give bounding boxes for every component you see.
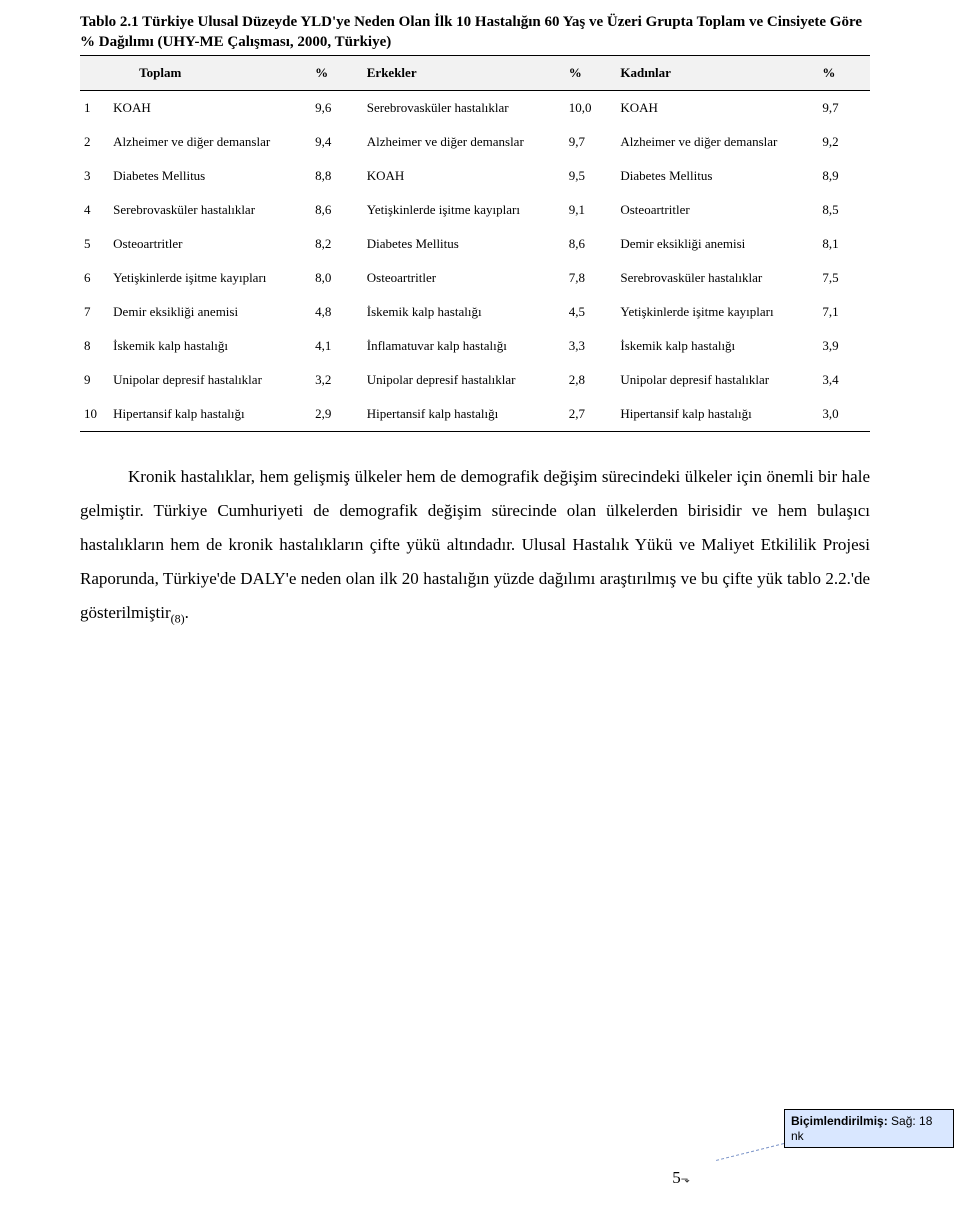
table-cell: 8,1	[818, 227, 870, 261]
table-row: 3Diabetes Mellitus8,8KOAH9,5Diabetes Mel…	[80, 159, 870, 193]
table-row: 1KOAH9,6Serebrovasküler hastalıklar10,0K…	[80, 90, 870, 125]
table-cell: KOAH	[109, 90, 311, 125]
table-cell: 8,2	[311, 227, 363, 261]
col-pct-2: %	[565, 55, 617, 90]
table-cell: İskemik kalp hastalığı	[616, 329, 818, 363]
table-cell: 4,5	[565, 295, 617, 329]
table-cell: 7	[80, 295, 109, 329]
table-cell: 6	[80, 261, 109, 295]
table-row: 10Hipertansif kalp hastalığı2,9Hipertans…	[80, 397, 870, 432]
table-cell: 10,0	[565, 90, 617, 125]
table-cell: 2,7	[565, 397, 617, 432]
table-cell: Yetişkinlerde işitme kayıpları	[363, 193, 565, 227]
table-cell: Hipertansif kalp hastalığı	[109, 397, 311, 432]
table-cell: Diabetes Mellitus	[616, 159, 818, 193]
table-cell: 7,5	[818, 261, 870, 295]
table-row: 9Unipolar depresif hastalıklar3,2Unipola…	[80, 363, 870, 397]
table-cell: Yetişkinlerde işitme kayıpları	[616, 295, 818, 329]
table-row: 7Demir eksikliği anemisi4,8İskemik kalp …	[80, 295, 870, 329]
table-cell: 8,5	[818, 193, 870, 227]
table-cell: 3,4	[818, 363, 870, 397]
table-cell: 4	[80, 193, 109, 227]
page-number: 5⬎	[672, 1168, 690, 1188]
table-row: 2Alzheimer ve diğer demanslar9,4Alzheime…	[80, 125, 870, 159]
table-cell: 5	[80, 227, 109, 261]
table-cell: 8,9	[818, 159, 870, 193]
table-cell: 3,9	[818, 329, 870, 363]
table-row: 5Osteoartritler8,2Diabetes Mellitus8,6De…	[80, 227, 870, 261]
table-cell: Demir eksikliği anemisi	[616, 227, 818, 261]
body-paragraph: Kronik hastalıklar, hem gelişmiş ülkeler…	[80, 460, 870, 630]
paragraph-text: Kronik hastalıklar, hem gelişmiş ülkeler…	[80, 467, 870, 622]
table-cell: Alzheimer ve diğer demanslar	[109, 125, 311, 159]
table-cell: İskemik kalp hastalığı	[363, 295, 565, 329]
table-cell: 2,9	[311, 397, 363, 432]
table-cell: KOAH	[363, 159, 565, 193]
table-cell: 9,7	[565, 125, 617, 159]
table-cell: 9,1	[565, 193, 617, 227]
reference-subscript: (8)	[171, 611, 185, 625]
table-cell: Unipolar depresif hastalıklar	[363, 363, 565, 397]
page-caret-icon: ⬎	[681, 1174, 690, 1186]
table-cell: 2,8	[565, 363, 617, 397]
table-cell: Unipolar depresif hastalıklar	[616, 363, 818, 397]
table-cell: Hipertansif kalp hastalığı	[363, 397, 565, 432]
table-cell: 8,8	[311, 159, 363, 193]
table-cell: Alzheimer ve diğer demanslar	[616, 125, 818, 159]
data-table: Toplam % Erkekler % Kadınlar % 1KOAH9,6S…	[80, 55, 870, 432]
table-cell: Diabetes Mellitus	[109, 159, 311, 193]
table-cell: 9,6	[311, 90, 363, 125]
table-cell: 8,6	[565, 227, 617, 261]
table-cell: Osteoartritler	[616, 193, 818, 227]
table-cell: Osteoartritler	[109, 227, 311, 261]
table-cell: Alzheimer ve diğer demanslar	[363, 125, 565, 159]
table-cell: 8	[80, 329, 109, 363]
table-cell: İskemik kalp hastalığı	[109, 329, 311, 363]
table-cell: 9,5	[565, 159, 617, 193]
table-cell: 3,3	[565, 329, 617, 363]
col-pct-1: %	[311, 55, 363, 90]
table-header-row: Toplam % Erkekler % Kadınlar %	[80, 55, 870, 90]
table-cell: 4,8	[311, 295, 363, 329]
table-cell: 9,2	[818, 125, 870, 159]
table-cell: Serebrovasküler hastalıklar	[363, 90, 565, 125]
table-cell: İnflamatuvar kalp hastalığı	[363, 329, 565, 363]
table-cell: Yetişkinlerde işitme kayıpları	[109, 261, 311, 295]
table-cell: 3,0	[818, 397, 870, 432]
table-row: 8İskemik kalp hastalığı4,1İnflamatuvar k…	[80, 329, 870, 363]
paragraph-end: .	[185, 603, 189, 622]
col-toplam: Toplam	[109, 55, 311, 90]
table-cell: 7,1	[818, 295, 870, 329]
table-row: 6Yetişkinlerde işitme kayıpları8,0Osteoa…	[80, 261, 870, 295]
table-cell: Demir eksikliği anemisi	[109, 295, 311, 329]
table-cell: 1	[80, 90, 109, 125]
table-cell: 4,1	[311, 329, 363, 363]
table-cell: 9,4	[311, 125, 363, 159]
table-cell: 3,2	[311, 363, 363, 397]
table-cell: Unipolar depresif hastalıklar	[109, 363, 311, 397]
format-comment: Biçimlendirilmiş: Sağ: 18 nk	[784, 1109, 954, 1148]
table-cell: 8,0	[311, 261, 363, 295]
table-cell: Hipertansif kalp hastalığı	[616, 397, 818, 432]
page-number-value: 5	[672, 1168, 681, 1187]
table-cell: 2	[80, 125, 109, 159]
col-erkekler: Erkekler	[363, 55, 565, 90]
table-cell: 7,8	[565, 261, 617, 295]
col-pct-3: %	[818, 55, 870, 90]
comment-label: Biçimlendirilmiş:	[791, 1114, 888, 1128]
table-cell: Diabetes Mellitus	[363, 227, 565, 261]
table-cell: KOAH	[616, 90, 818, 125]
table-cell: 10	[80, 397, 109, 432]
table-cell: Osteoartritler	[363, 261, 565, 295]
table-caption: Tablo 2.1 Türkiye Ulusal Düzeyde YLD'ye …	[80, 12, 870, 53]
table-cell: Serebrovasküler hastalıklar	[616, 261, 818, 295]
table-cell: 3	[80, 159, 109, 193]
table-row: 4Serebrovasküler hastalıklar8,6Yetişkinl…	[80, 193, 870, 227]
col-kadinlar: Kadınlar	[616, 55, 818, 90]
comment-connector	[716, 1143, 784, 1161]
table-cell: 9	[80, 363, 109, 397]
table-cell: Serebrovasküler hastalıklar	[109, 193, 311, 227]
table-cell: 9,7	[818, 90, 870, 125]
table-cell: 8,6	[311, 193, 363, 227]
